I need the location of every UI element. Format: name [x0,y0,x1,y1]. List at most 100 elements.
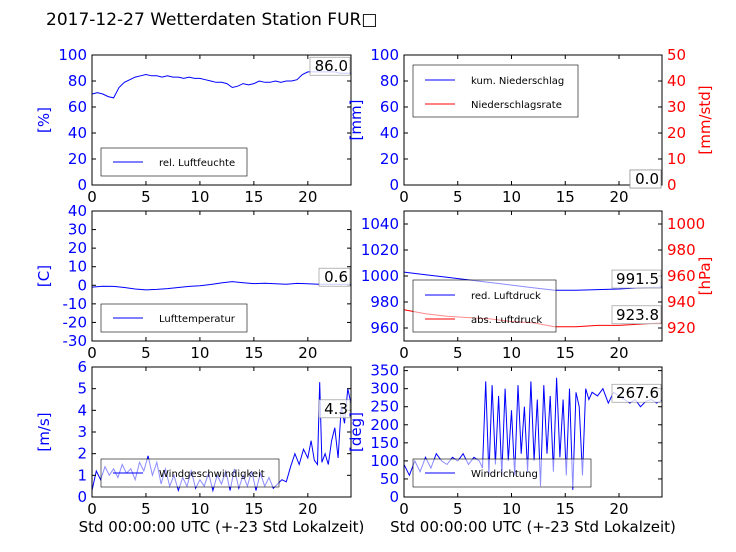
y-tick-label: 80 [68,72,87,90]
y-tick-label: 0 [77,488,87,506]
axes-frame [91,210,352,342]
legend-label: Lufttemperatur [159,314,236,325]
x-tick-label: 10 [190,344,209,362]
panel-precip: 0 5 10 15 20 0 20 40 60 80 100 0 10 20 30 40 50 [mm] [mm/s… [347,46,714,206]
value-annotation-box [309,56,351,76]
x-tick-label: 0 [399,344,409,362]
axes-frame [403,366,663,498]
value-annotation-box [318,399,351,419]
x-tick-label: 5 [141,188,151,206]
x-axis-label: Std 00:00:00 UTC (+-23 Std Lokalzeit) [79,518,365,536]
y-tick-label: 80 [380,72,399,90]
x-tick-label: 10 [502,344,521,362]
y2-tick-label: 920 [667,319,696,337]
y-tick-label: 60 [380,98,399,116]
y2-tick-label: 0 [667,176,677,194]
value-annotation: 4.3 [324,400,348,418]
y-tick-label: 980 [370,293,399,311]
x-tick-label: 20 [298,188,317,206]
y-tick-label: 5 [77,380,87,398]
x-tick-label: 15 [244,344,263,362]
y-tick-label: 1000 [361,267,399,285]
y-tick-label: 40 [380,124,399,142]
axes-frame [91,54,352,186]
y-axis-label: [deg] [347,412,365,452]
x-tick-label: 0 [87,500,97,518]
y-tick-label: -10 [63,295,88,313]
legend-label: Niederschlagsrate [471,100,562,111]
y-tick-label: 20 [68,239,87,257]
x-tick-label: 10 [502,188,521,206]
y-tick-label: 100 [370,46,399,64]
legend-label: Windrichtung [471,469,538,480]
value-annotation: 0.6 [324,268,348,286]
x-tick-label: 15 [556,188,575,206]
x-tick-label: 5 [141,500,151,518]
value-annotation-box [629,169,662,189]
y2-tick-label: 30 [667,98,686,116]
x-tick-label: 20 [609,500,628,518]
y2-tick-label: 40 [667,72,686,90]
y2-tick-label: 980 [667,241,696,259]
x-tick-label: 0 [399,188,409,206]
y2-axis-label: [hPa] [696,257,714,296]
x-tick-label: 15 [244,188,263,206]
value-annotation-box [611,305,662,325]
axes-frame [403,54,663,186]
x-tick-label: 20 [609,188,628,206]
y-tick-label: 0 [389,176,399,194]
value-annotation: 923.8 [616,306,659,324]
y-tick-label: 30 [68,221,87,239]
y-tick-label: 350 [370,362,399,380]
y-tick-label: 1 [77,466,87,484]
panel-humidity: 0 5 10 15 20 0 20 40 60 80 100 [%] rel. Luftfeuchte 8… [35,46,352,206]
value-annotation: 86.0 [315,57,348,75]
y-tick-label: 0 [389,488,399,506]
y-tick-label: 100 [370,452,399,470]
x-tick-label: 5 [453,188,463,206]
y-tick-label: 20 [380,150,399,168]
legend-box [412,279,557,333]
legend-label: kum. Niederschlag [471,76,564,87]
x-tick-label: 20 [298,500,317,518]
legend-label: Windgeschwindigkeit [159,469,265,480]
legend-label: red. Luftdruck [471,291,541,302]
value-annotation-box [318,267,351,287]
x-tick-label: 10 [190,188,209,206]
y2-tick-label: 1000 [667,215,705,233]
y-axis-label: [C] [35,265,53,287]
panel-pressure: 0 5 10 15 20 960 980 1000 1020 1040 920 940 960 980 10… [361,210,714,362]
x-tick-label: 0 [399,500,409,518]
legend-label: abs. Luftdruck [471,315,542,326]
x-tick-label: 0 [87,188,97,206]
legend-box [412,64,579,118]
y-tick-label: 40 [68,124,87,142]
y-tick-label: 300 [370,380,399,398]
y-axis-label: [%] [35,107,53,133]
y-axis-label: [mm] [347,100,365,141]
y-tick-label: -20 [63,313,88,331]
x-tick-label: 5 [453,344,463,362]
y-tick-label: 20 [68,150,87,168]
y2-tick-label: 940 [667,293,696,311]
y-tick-label: 0 [77,276,87,294]
y-tick-label: 150 [370,434,399,452]
x-tick-label: 15 [244,500,263,518]
x-tick-label: 5 [141,344,151,362]
y-tick-label: 10 [68,258,87,276]
y-tick-label: 1040 [361,215,399,233]
x-tick-label: 0 [87,344,97,362]
y2-tick-label: 960 [667,267,696,285]
x-tick-label: 15 [556,500,575,518]
y-tick-label: 6 [77,358,87,376]
y-tick-label: 0 [77,176,87,194]
value-annotation: 267.6 [616,384,659,402]
value-annotation: 991.5 [616,270,659,288]
series-line [91,71,351,99]
y-tick-label: 2 [77,445,87,463]
x-tick-label: 10 [502,500,521,518]
x-axis-label: Std 00:00:00 UTC (+-23 Std Lokalzeit) [390,518,676,536]
series-line [91,281,352,291]
